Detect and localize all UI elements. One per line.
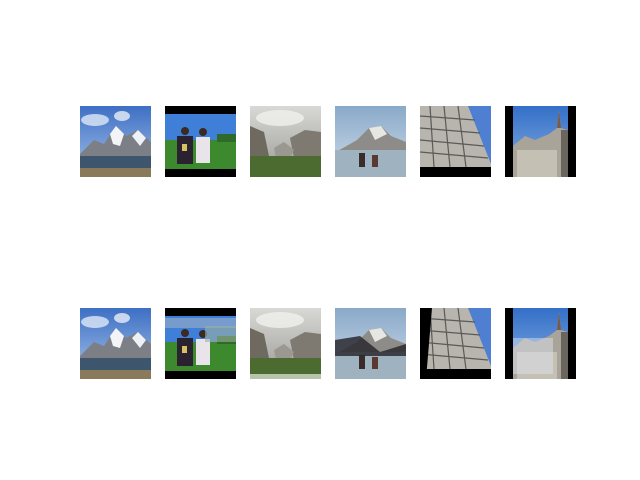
- image: [420, 106, 491, 177]
- artifact: [513, 338, 553, 374]
- image: [420, 308, 491, 379]
- row-transformed: [80, 308, 576, 379]
- artifact: [250, 374, 321, 379]
- image: [505, 106, 576, 177]
- artifact: [335, 336, 406, 356]
- image: [335, 308, 406, 379]
- image: [80, 106, 151, 177]
- image-base: [250, 308, 321, 379]
- image: [165, 308, 236, 379]
- artifact: [420, 308, 432, 379]
- image: [505, 308, 576, 379]
- row-original: [80, 106, 576, 177]
- image: [80, 308, 151, 379]
- artifact: [205, 326, 236, 342]
- artifact: [165, 318, 236, 328]
- image: [165, 106, 236, 177]
- image: [250, 106, 321, 177]
- image: [335, 106, 406, 177]
- image: [250, 308, 321, 379]
